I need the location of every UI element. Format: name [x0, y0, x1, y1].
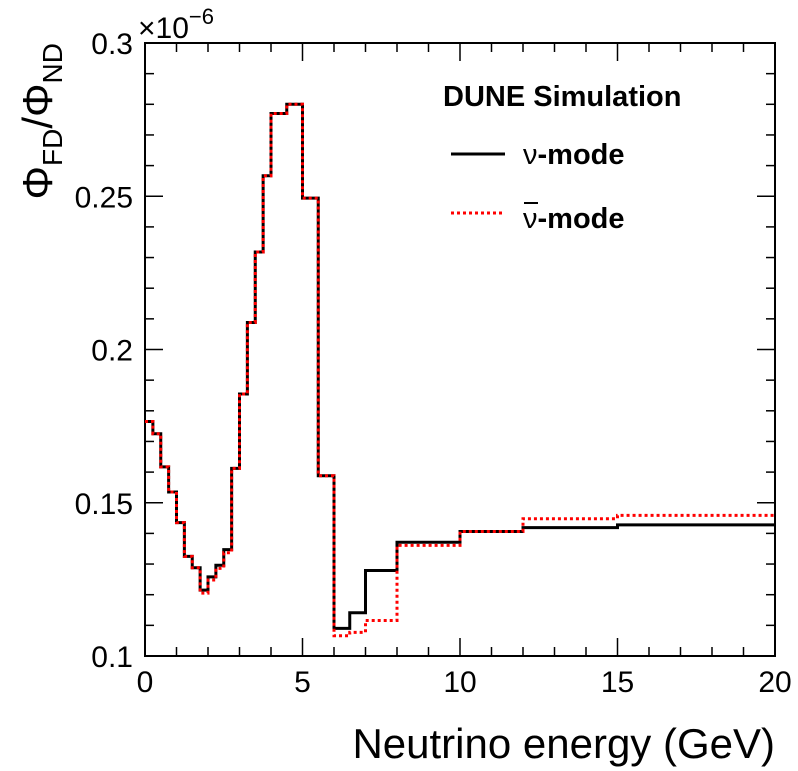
- x-tick-label: 15: [601, 666, 634, 699]
- y-axis-phi-denominator: Φ: [14, 83, 61, 117]
- legend-nu-suffix: -mode: [538, 139, 625, 171]
- y-tick-label: 0.1: [91, 641, 133, 674]
- legend-antinu-symbol: ν: [523, 203, 538, 235]
- y-tick-label: 0.25: [75, 181, 133, 214]
- y-axis-title: ΦFD/ΦND: [14, 43, 68, 199]
- y-exponent-label: ×10−6: [138, 4, 214, 45]
- x-tick-label: 10: [443, 666, 476, 699]
- legend-label-nu-mode: ν-mode: [523, 139, 625, 171]
- legend-nu-symbol: ν: [523, 139, 538, 171]
- legend: ν-mode ν-mode: [451, 139, 625, 235]
- series-nu-mode-line: [145, 102, 775, 630]
- y-exponent-power: −6: [189, 4, 214, 29]
- series-antinu-mode-line: [145, 102, 775, 638]
- series-layer: [145, 102, 775, 638]
- y-axis-phi-numerator: Φ: [14, 166, 61, 200]
- y-exponent-prefix: ×10: [138, 12, 189, 45]
- x-tick-label: 20: [758, 666, 791, 699]
- y-tick-label: 0.3: [91, 28, 133, 61]
- x-tick-label: 0: [137, 666, 154, 699]
- x-axis-title: Neutrino energy (GeV): [352, 720, 775, 767]
- y-tick-label: 0.15: [75, 488, 133, 521]
- legend-antinu-suffix: -mode: [538, 203, 625, 235]
- axis-ticks: [144, 42, 776, 657]
- plot-frame: [144, 42, 776, 657]
- tick-labels: 0 5 10 15 20 0.1 0.15 0.2 0.25 0.3: [75, 28, 792, 699]
- x-tick-label: 5: [294, 666, 311, 699]
- y-axis-sub-fd: FD: [37, 129, 68, 166]
- dune-simulation-label: DUNE Simulation: [443, 81, 681, 113]
- y-axis-sub-nd: ND: [37, 43, 68, 83]
- y-axis-slash: /: [14, 117, 61, 129]
- legend-label-antinu-mode: ν-mode: [523, 203, 625, 235]
- y-tick-label: 0.2: [91, 335, 133, 368]
